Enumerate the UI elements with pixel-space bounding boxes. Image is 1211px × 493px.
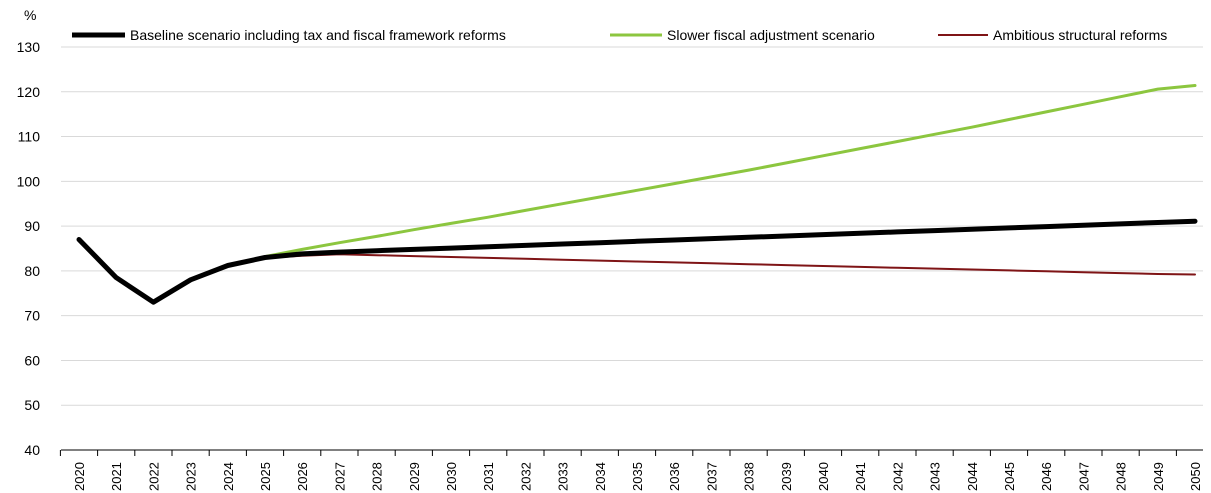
- x-tick-label: 2047: [1076, 462, 1091, 491]
- x-tick-label: 2021: [109, 462, 124, 491]
- x-tick-label: 2038: [742, 462, 757, 491]
- y-unit-label: %: [24, 7, 36, 23]
- y-tick-label: 80: [24, 263, 40, 279]
- y-tick-label: 130: [17, 39, 41, 55]
- x-tick-label: 2037: [704, 462, 719, 491]
- x-tick-label: 2023: [184, 462, 199, 491]
- y-tick-label: 60: [24, 352, 40, 368]
- x-tick-label: 2048: [1114, 462, 1129, 491]
- x-tick-label: 2033: [556, 462, 571, 491]
- series-line-1: [263, 84, 1197, 259]
- x-tick-label: 2043: [928, 462, 943, 491]
- x-tick-label: 2039: [779, 462, 794, 491]
- gridlines: [61, 46, 1203, 406]
- x-tick-label: 2026: [295, 462, 310, 491]
- x-tick-label: 2032: [518, 462, 533, 491]
- x-tick-labels: 2020 2021 2022 2023 2024 2025 2026 2027 2028 2029…: [72, 462, 1203, 491]
- x-tick-label: 2020: [72, 462, 87, 491]
- x-tick-label: 2040: [816, 462, 831, 491]
- x-tick-label: 2046: [1039, 462, 1054, 491]
- legend: Baseline scenario including tax and fisc…: [72, 27, 1167, 43]
- y-tick-label: 40: [24, 442, 40, 458]
- legend-label: Ambitious structural reforms: [993, 27, 1167, 43]
- x-tick-label: 2049: [1151, 462, 1166, 491]
- y-tick-label: 50: [24, 397, 40, 413]
- y-tick-label: 90: [24, 218, 40, 234]
- y-tick-label: 120: [17, 84, 41, 100]
- x-tick-label: 2022: [146, 462, 161, 491]
- axes: [59, 449, 1203, 456]
- x-tick-label: 2031: [481, 462, 496, 491]
- y-tick-label: 100: [17, 173, 41, 189]
- legend-label: Slower fiscal adjustment scenario: [667, 27, 875, 43]
- series-line-0: [76, 218, 1198, 305]
- y-tick-label: 110: [18, 129, 41, 145]
- x-tick-label: 2044: [965, 462, 980, 491]
- y-tick-label: 70: [24, 308, 40, 324]
- x-tick-label: 2042: [890, 462, 905, 491]
- x-tick-label: 2036: [667, 462, 682, 491]
- series-lines: [76, 84, 1198, 305]
- x-tick-label: 2035: [630, 462, 645, 491]
- y-tick-labels: 40 50 60 70 80 90 100 110 120 130: [17, 39, 41, 458]
- x-tick-label: 2034: [593, 462, 608, 491]
- series-line-2: [264, 253, 1196, 276]
- x-tick-label: 2025: [258, 462, 273, 491]
- x-tick-label: 2027: [332, 462, 347, 491]
- x-tick-label: 2029: [407, 462, 422, 491]
- x-tick-label: 2041: [853, 462, 868, 491]
- x-tick-label: 2024: [221, 462, 236, 491]
- x-tick-label: 2028: [370, 462, 385, 491]
- legend-label: Baseline scenario including tax and fisc…: [130, 27, 506, 43]
- x-tick-label: 2050: [1188, 462, 1203, 491]
- x-tick-label: 2045: [1002, 462, 1017, 491]
- x-tick-label: 2030: [444, 462, 459, 491]
